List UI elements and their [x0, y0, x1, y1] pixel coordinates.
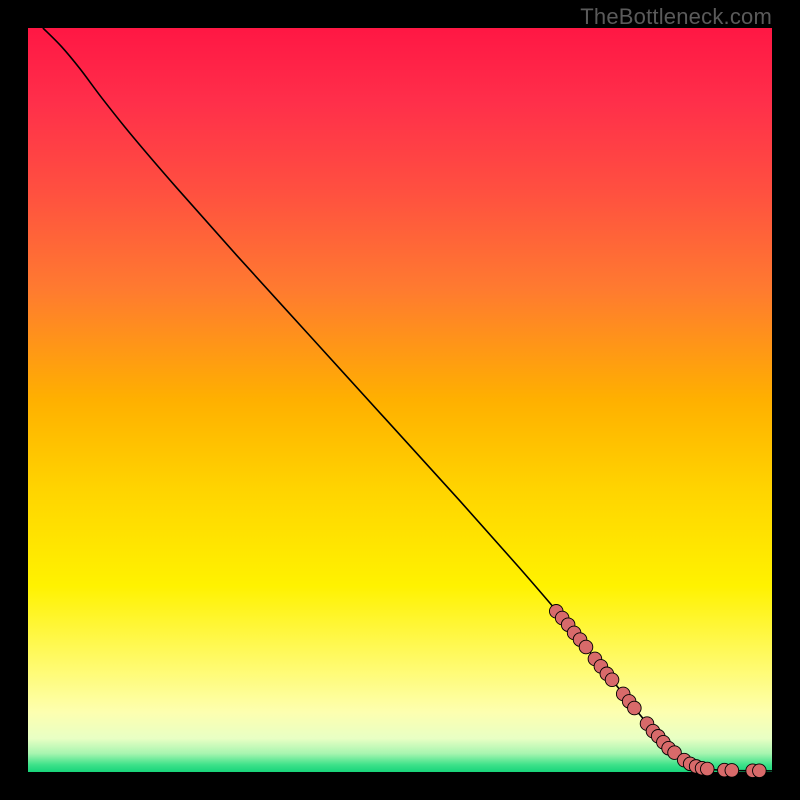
data-marker	[753, 764, 767, 778]
plot-background	[28, 28, 772, 772]
data-marker	[725, 764, 739, 778]
bottleneck-chart	[0, 0, 800, 800]
chart-stage: TheBottleneck.com	[0, 0, 800, 800]
data-marker	[700, 762, 714, 776]
data-marker	[605, 673, 619, 687]
data-marker	[628, 701, 642, 715]
watermark-label: TheBottleneck.com	[580, 4, 772, 30]
data-marker	[579, 640, 593, 654]
